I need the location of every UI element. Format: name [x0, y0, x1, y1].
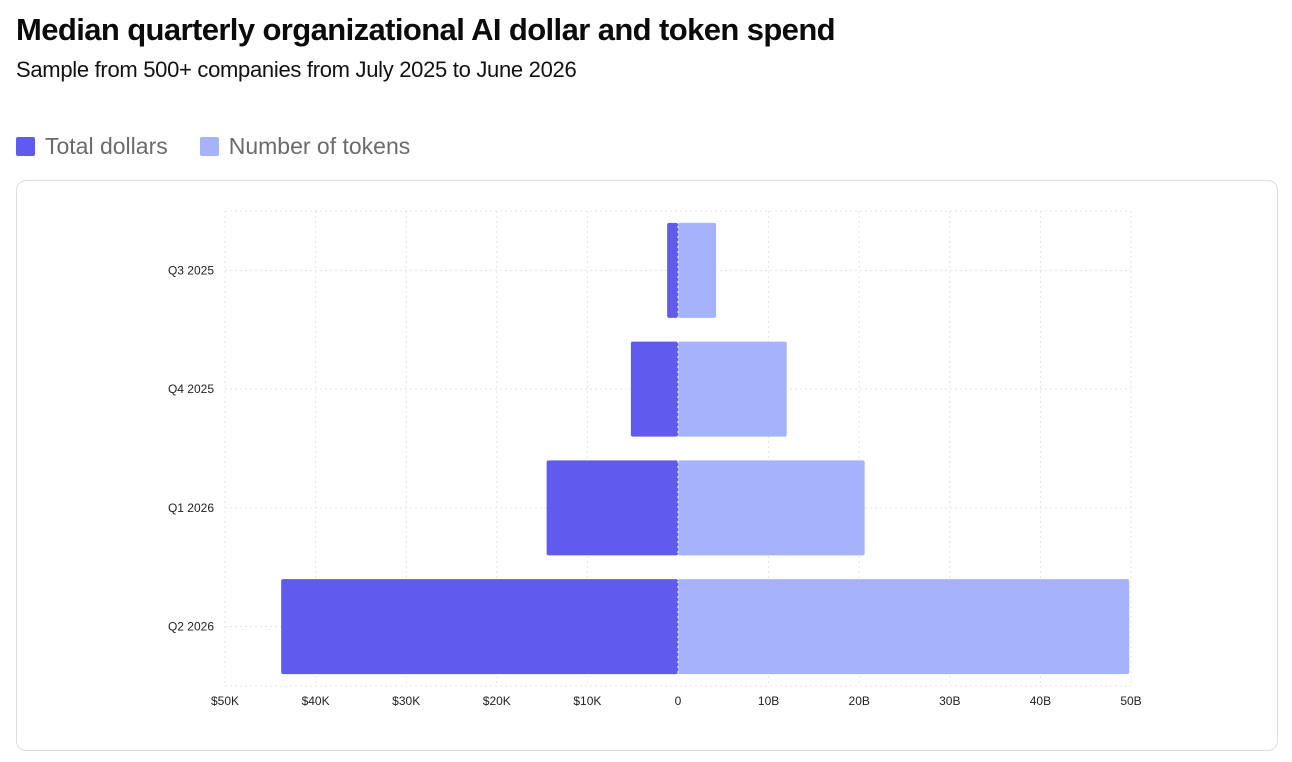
bar-number-of-tokens-q1-2026 [678, 460, 865, 556]
diverging-bar-chart: Q3 2025 Q4 2025 Q1 2026 Q2 2026 $50K $40K $30K… [168, 210, 1142, 708]
bar-total-dollars-q4-2025 [630, 341, 678, 437]
bar-number-of-tokens-q3-2025 [678, 222, 717, 318]
chart-subtitle: Sample from 500+ companies from July 202… [16, 57, 577, 82]
x-tick-label-left: $50K [211, 694, 239, 708]
chart-title: Median quarterly organizational AI dolla… [16, 12, 836, 47]
y-tick-label: Q3 2025 [168, 263, 214, 277]
legend-swatch-total-dollars [16, 137, 35, 156]
x-tick-label-left: $40K [302, 694, 330, 708]
legend-label-total-dollars: Total dollars [45, 133, 168, 159]
y-tick-label: Q4 2025 [168, 382, 214, 396]
bar-total-dollars-q2-2026 [281, 579, 678, 675]
bar-number-of-tokens-q2-2026 [678, 579, 1130, 675]
x-tick-label-zero: 0 [675, 694, 682, 708]
bar-total-dollars-q1-2026 [546, 460, 678, 556]
legend-item-number-of-tokens: Number of tokens [199, 133, 411, 160]
chart-card: Q3 2025 Q4 2025 Q1 2026 Q2 2026 $50K $40K $30K… [16, 180, 1278, 751]
x-tick-label-right: 30B [939, 694, 960, 708]
x-tick-label-right: 20B [849, 694, 870, 708]
y-tick-label: Q2 2026 [168, 620, 214, 634]
x-tick-label-right: 10B [758, 694, 779, 708]
legend-label-number-of-tokens: Number of tokens [228, 133, 411, 159]
legend-swatch-number-of-tokens [199, 137, 219, 156]
x-tick-label-left: $20K [483, 694, 511, 708]
legend-item-total-dollars: Total dollars [16, 133, 168, 160]
x-tick-label-left: $10K [573, 694, 601, 708]
x-tick-label-right: 50B [1120, 694, 1141, 708]
bar-number-of-tokens-q4-2025 [678, 341, 787, 437]
bar-total-dollars-q3-2025 [667, 222, 678, 318]
chart-legend: Total dollars Number of tokens [16, 133, 410, 160]
y-tick-label: Q1 2026 [168, 501, 214, 515]
x-tick-label-left: $30K [392, 694, 420, 708]
x-tick-label-right: 40B [1030, 694, 1051, 708]
